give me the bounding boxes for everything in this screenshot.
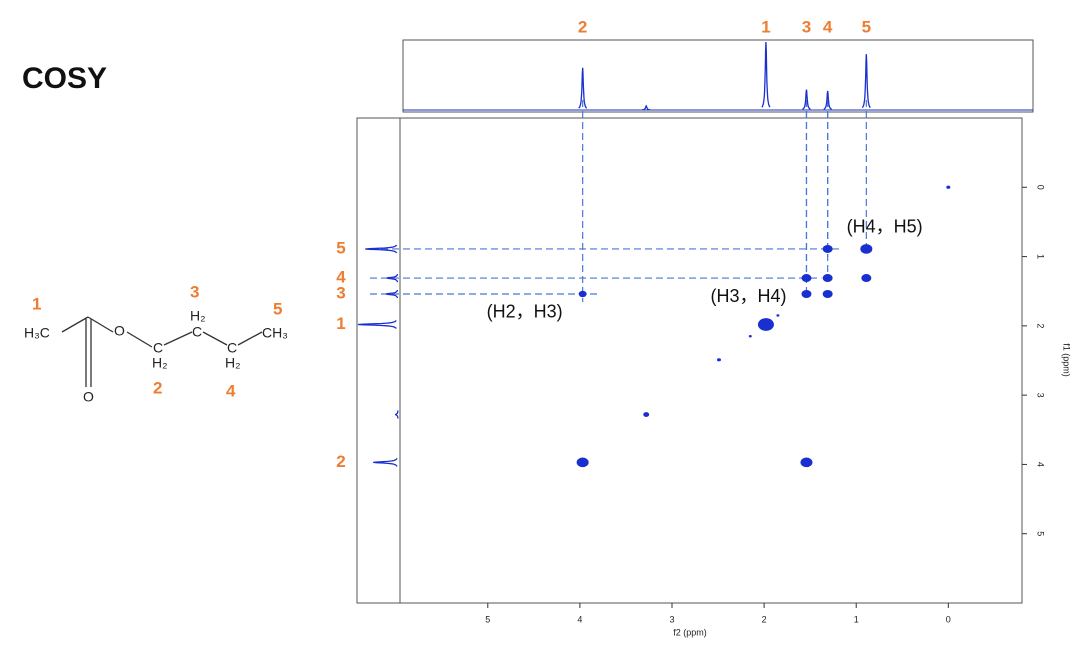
f1-peak-label: 5 — [336, 238, 345, 257]
peak-label: 4 — [823, 17, 833, 36]
left-spectrum-peak — [357, 320, 397, 329]
y-tick-label: 0 — [1036, 185, 1046, 190]
top-spectrum-peak — [823, 90, 832, 110]
f1-peak-label: 2 — [336, 452, 345, 471]
bond — [87, 316, 114, 333]
top-spectrum-peak — [861, 54, 871, 109]
x-tick-label: 2 — [762, 614, 767, 624]
cross-peak — [576, 457, 589, 468]
peak-label: 5 — [862, 17, 871, 36]
bond — [163, 331, 193, 346]
cross-peak — [800, 457, 813, 468]
annotation: (H3，H4) — [710, 286, 786, 306]
atom: C — [153, 340, 163, 356]
atom-number: 3 — [190, 282, 199, 301]
left-spectrum-peak — [394, 410, 399, 419]
cross-peak — [822, 274, 833, 283]
peak-label: 1 — [761, 17, 770, 36]
atom: C — [227, 340, 237, 356]
cross-peak — [822, 289, 833, 298]
cross-peak — [578, 290, 587, 298]
f1-peak-label: 3 — [336, 283, 345, 302]
y-tick-label: 3 — [1036, 393, 1046, 398]
atom: O — [114, 323, 125, 339]
cross-peak — [716, 358, 721, 362]
atom: H₂ — [152, 355, 168, 371]
peak-label: 3 — [802, 17, 811, 36]
cross-peak — [801, 289, 812, 298]
x-tick-label: 5 — [485, 614, 490, 624]
x-axis-label: f2 (ppm) — [673, 627, 707, 637]
y-tick-label: 1 — [1036, 254, 1046, 259]
bond — [126, 331, 153, 348]
y-axis-label: f1 (ppm) — [1062, 343, 1072, 377]
top-spectrum-peak — [578, 67, 588, 109]
atom-number: 5 — [273, 299, 282, 318]
cross-peak — [946, 185, 951, 189]
top-spectrum-peak — [761, 41, 771, 108]
f1-peak-label: 1 — [336, 314, 345, 333]
y-tick-label: 2 — [1036, 323, 1046, 328]
top-spectrum-peak — [642, 104, 651, 111]
atom-number: 1 — [32, 294, 41, 313]
annotation: (H2，H3) — [487, 302, 563, 322]
y-tick-label: 5 — [1036, 531, 1046, 536]
atom-number: 4 — [226, 381, 236, 400]
atom: CH₃ — [262, 325, 288, 341]
atom: H₂ — [225, 355, 241, 371]
left-spectrum-peak — [386, 273, 399, 283]
cross-peak — [801, 274, 812, 283]
cross-peak — [643, 412, 650, 417]
bond — [237, 331, 263, 346]
y-tick-label: 4 — [1036, 462, 1046, 467]
x-tick-label: 1 — [854, 614, 859, 624]
cross-peak — [757, 318, 774, 331]
cross-peak — [776, 314, 780, 317]
left-spectrum-peak — [365, 244, 398, 254]
x-tick-label: 3 — [669, 614, 674, 624]
bond — [202, 331, 228, 346]
cross-peak — [822, 244, 833, 253]
cross-peak — [860, 244, 873, 254]
top-panel — [402, 39, 1034, 113]
x-tick-label: 0 — [946, 614, 951, 624]
cross-peak — [748, 335, 752, 338]
left-spectrum-peak — [385, 289, 399, 299]
left-spectrum-peak — [373, 458, 398, 467]
cross-peak — [861, 274, 872, 283]
atom: O — [83, 389, 94, 405]
molecule — [61, 316, 263, 387]
plot-frame — [356, 117, 1023, 604]
annotation: (H4，H5) — [847, 217, 923, 237]
f1-peak-label: 4 — [336, 268, 346, 287]
x-tick-label: 4 — [577, 614, 582, 624]
atom-number: 2 — [153, 378, 162, 397]
atom: H₃C — [24, 325, 50, 341]
atom: H₂ — [190, 308, 206, 324]
title: COSY — [22, 62, 107, 95]
atom: C — [192, 324, 202, 340]
top-spectrum-peak — [802, 89, 811, 110]
peak-label: 2 — [578, 17, 587, 36]
bond — [61, 316, 89, 333]
